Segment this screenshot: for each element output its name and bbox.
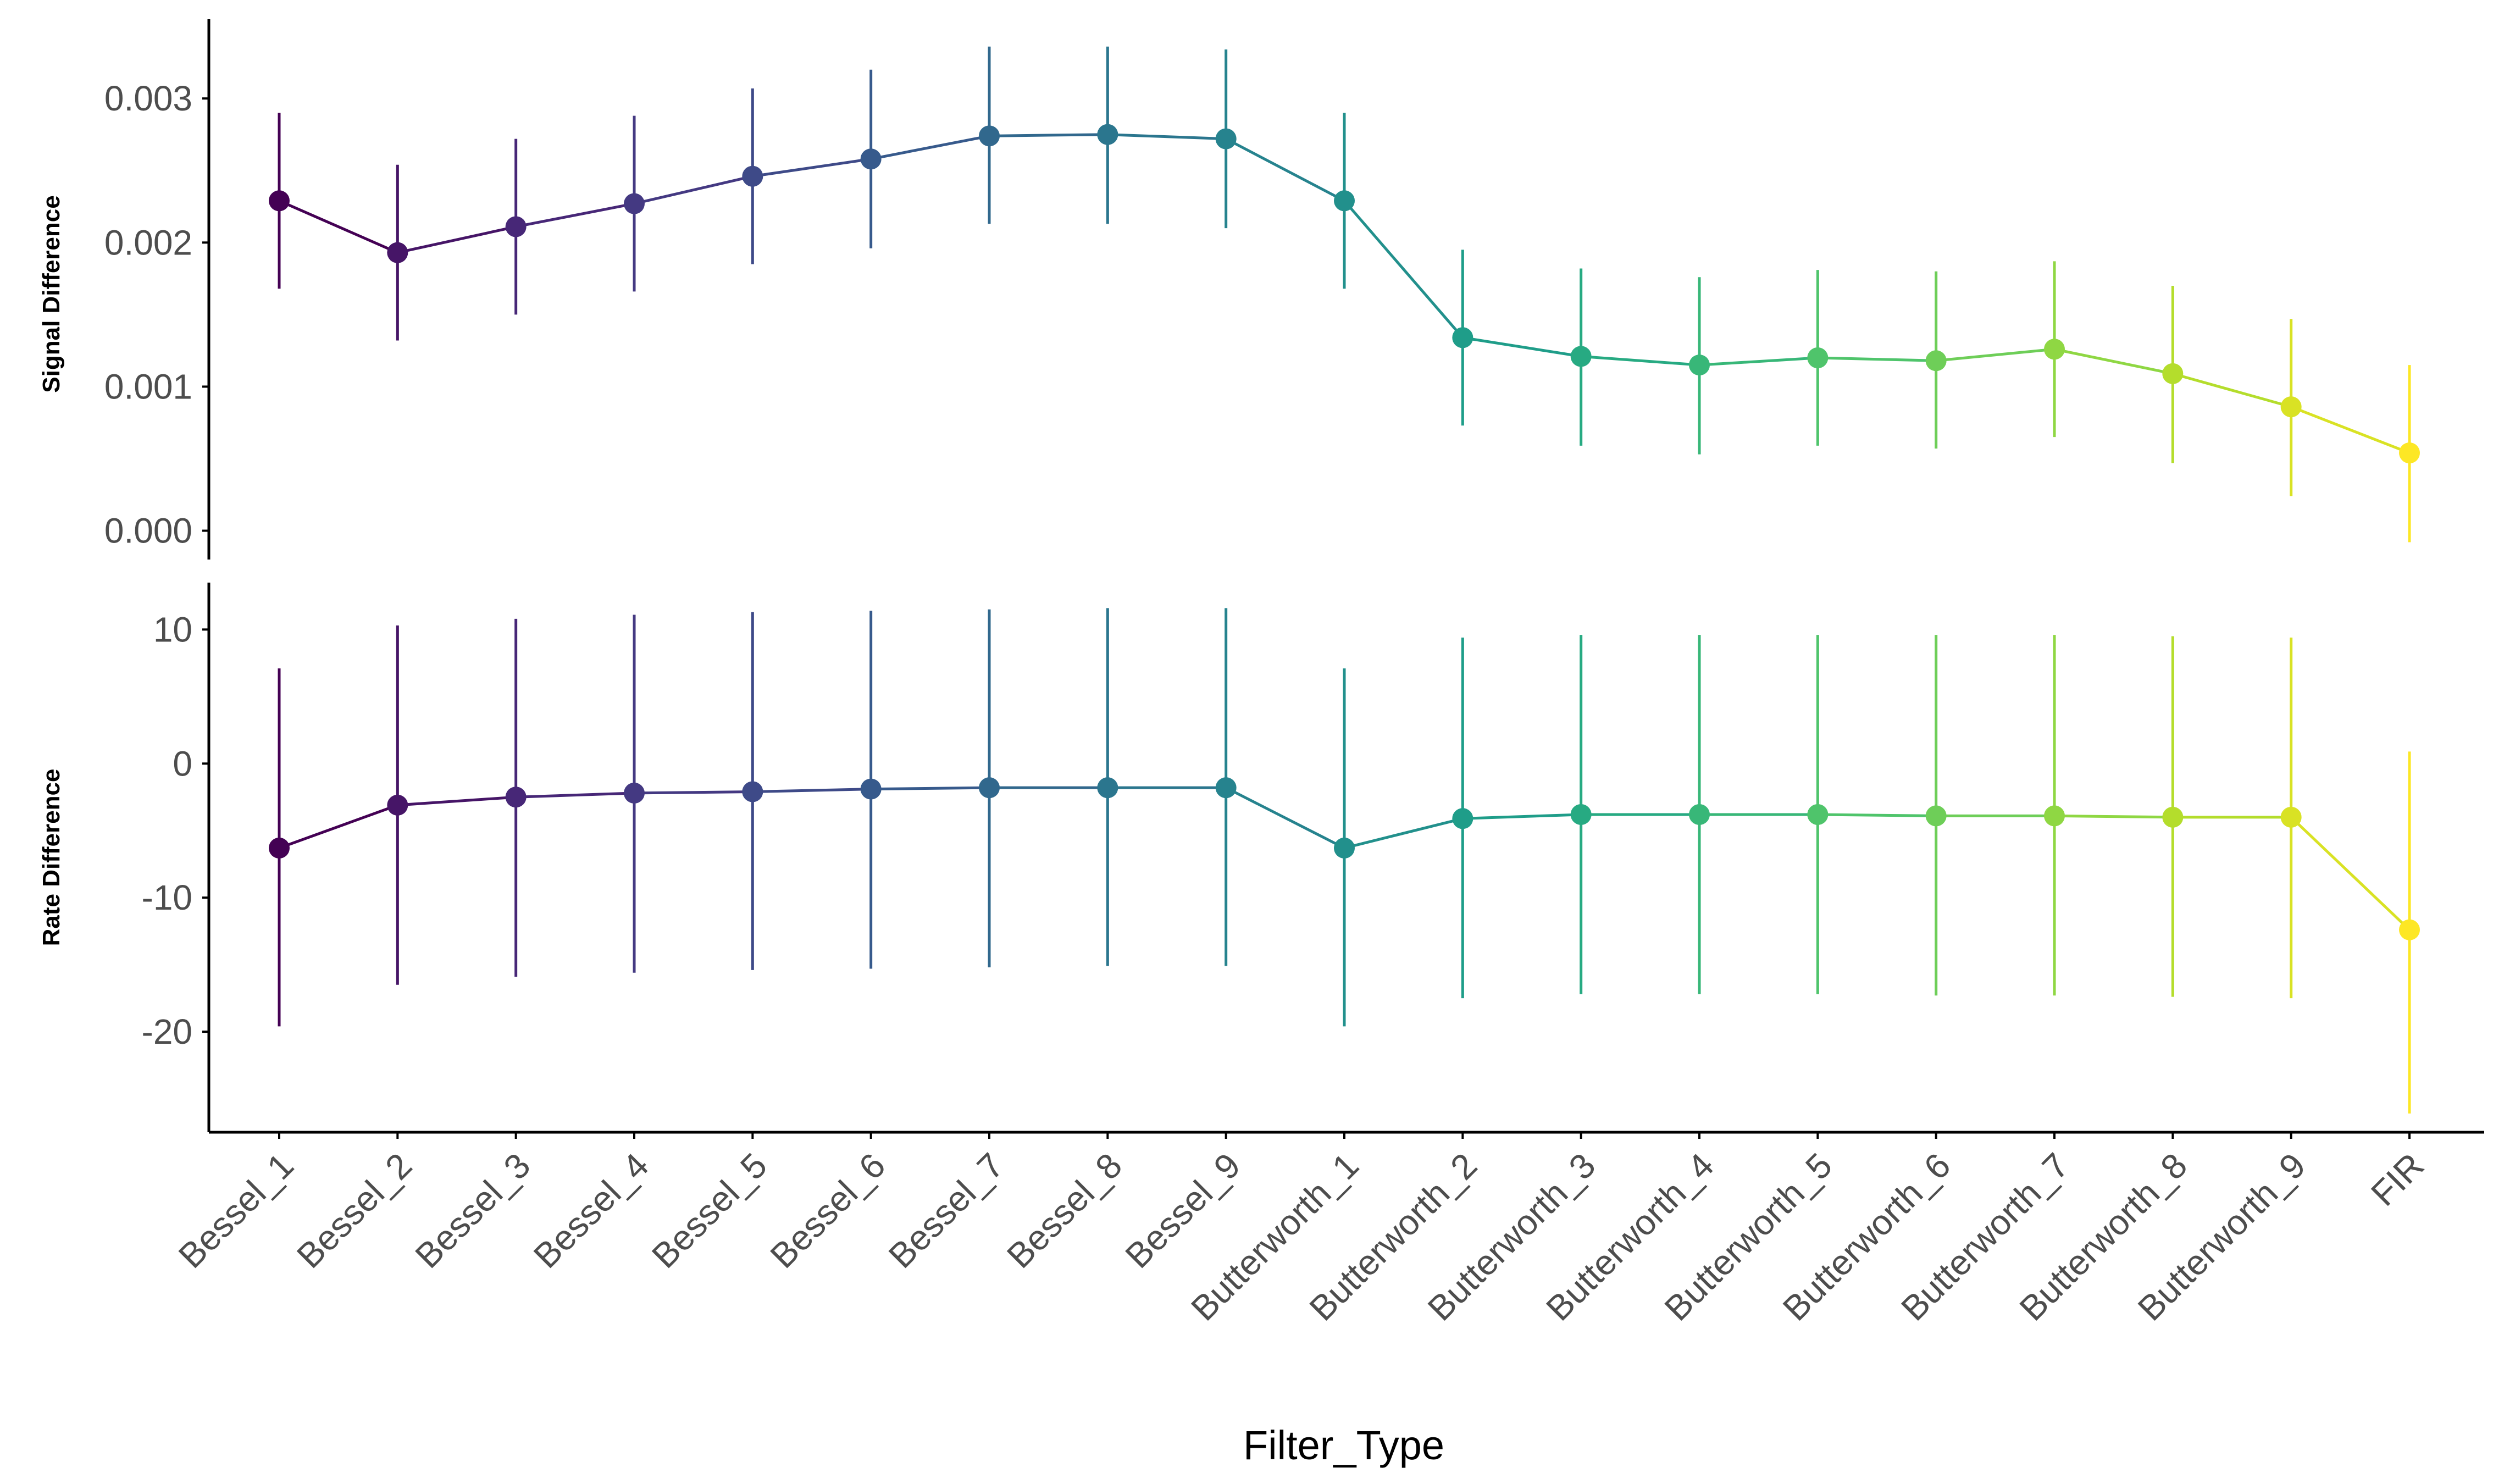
signal-line-segment (871, 134, 990, 160)
x-tick-label: Bessel_4 (526, 1145, 656, 1276)
x-tick-label: Bessel_6 (762, 1145, 893, 1276)
x-tick-label: FIR (2363, 1145, 2431, 1214)
rate-line-segment (279, 804, 398, 850)
signal-data-point (979, 125, 1000, 147)
rate-data-point (2162, 806, 2184, 828)
signal-data-point (2280, 396, 2302, 418)
rate-data-point (624, 782, 645, 804)
rate-data-point (269, 837, 290, 859)
signal-data-point (1452, 327, 1473, 348)
signal-line-segment (634, 175, 753, 205)
signal-line-segment (989, 133, 1108, 137)
signal-line-segment (2054, 347, 2173, 375)
signal-line-segment (2172, 372, 2292, 408)
x-tick-label: Bessel_2 (289, 1145, 419, 1276)
rate-data-point (1689, 804, 1710, 825)
x-tick-label: Bessel_5 (644, 1145, 774, 1276)
signal-line-segment (1818, 356, 1936, 362)
signal-y-tick-label: 0.000 (104, 511, 192, 551)
signal-difference-y-axis-title: Signal Difference (38, 195, 65, 392)
rate-line-segment (752, 788, 871, 793)
signal-line-segment (1462, 336, 1582, 358)
rate-line-segment (1818, 813, 1936, 817)
signal-difference-panel: 0.000 0.001 0.002 0.003 (104, 19, 2420, 560)
signal-data-point (1570, 346, 1592, 367)
signal-data-point (387, 242, 408, 263)
rate-data-point (1097, 777, 1118, 799)
signal-data-point (269, 190, 290, 212)
x-tick-label: Bessel_3 (407, 1145, 538, 1276)
rate-data-point (1452, 808, 1473, 829)
rate-line-segment (397, 795, 516, 807)
rate-data-point (1925, 805, 1947, 827)
rate-line-segment (871, 786, 990, 791)
x-tick-label: Bessel_1 (171, 1145, 301, 1276)
rate-data-point (1334, 837, 1355, 859)
signal-line-segment (278, 199, 398, 254)
rate-data-point (742, 781, 763, 802)
signal-data-point (624, 193, 645, 214)
x-tick-label: Bessel_8 (999, 1145, 1129, 1276)
signal-line-segment (1343, 200, 1464, 339)
rate-data-point (387, 794, 408, 816)
rate-y-tick-label: 10 (153, 610, 192, 649)
signal-data-point (1689, 355, 1710, 376)
rate-data-point (1807, 804, 1829, 825)
rate-data-point (1215, 777, 1237, 799)
signal-line-segment (1699, 356, 1818, 367)
rate-y-tick-label: 0 (173, 744, 192, 783)
signal-y-tick-label: 0.001 (104, 367, 192, 406)
rate-line-segment (2290, 816, 2411, 931)
signal-line-segment (1936, 347, 2055, 362)
rate-data-point (2044, 805, 2065, 827)
x-tick-label: Bessel_7 (881, 1145, 1011, 1276)
rate-line-segment (634, 790, 753, 795)
x-axis-title: Filter_Type (1243, 1422, 1444, 1468)
signal-line-segment (2290, 405, 2410, 455)
rate-y-tick-label: -20 (142, 1012, 193, 1051)
rate-line-segment (1225, 786, 1345, 850)
signal-data-point (2162, 363, 2184, 384)
signal-line-segment (1107, 133, 1226, 141)
rate-line-segment (2054, 814, 2173, 819)
signal-data-point (860, 148, 882, 170)
signal-data-point (1215, 128, 1237, 149)
signal-data-point (2044, 339, 2065, 360)
signal-data-point (1925, 350, 1947, 372)
rate-difference-panel: 10 0 -10 -20 (142, 583, 2420, 1132)
signal-y-tick-label: 0.003 (104, 79, 192, 118)
signal-line-segment (752, 157, 872, 178)
rate-data-point (2399, 919, 2420, 940)
signal-data-point (1807, 347, 1829, 369)
signal-data-point (742, 165, 763, 187)
signal-data-point (505, 216, 527, 237)
signal-data-point (2399, 442, 2420, 464)
x-axis: Bessel_1Bessel_2Bessel_3Bessel_4Bessel_5… (171, 1131, 2484, 1328)
signal-y-tick-label: 0.002 (104, 223, 192, 262)
rate-line-segment (1462, 813, 1581, 820)
rate-difference-y-axis-title: Rate Difference (38, 769, 65, 946)
rate-line-segment (516, 791, 635, 799)
signal-data-point (1097, 124, 1118, 145)
rate-y-tick-label: -10 (142, 878, 193, 917)
rate-line-segment (1344, 817, 1463, 850)
rate-data-point (979, 777, 1000, 799)
rate-data-point (1570, 804, 1592, 825)
signal-data-point (1334, 190, 1355, 212)
signal-line-segment (397, 225, 517, 254)
rate-data-point (860, 778, 882, 800)
signal-line-segment (516, 202, 635, 228)
rate-data-point (2280, 806, 2302, 828)
signal-line-segment (1225, 137, 1345, 202)
signal-line-segment (1581, 355, 1700, 367)
rate-data-point (505, 787, 527, 808)
